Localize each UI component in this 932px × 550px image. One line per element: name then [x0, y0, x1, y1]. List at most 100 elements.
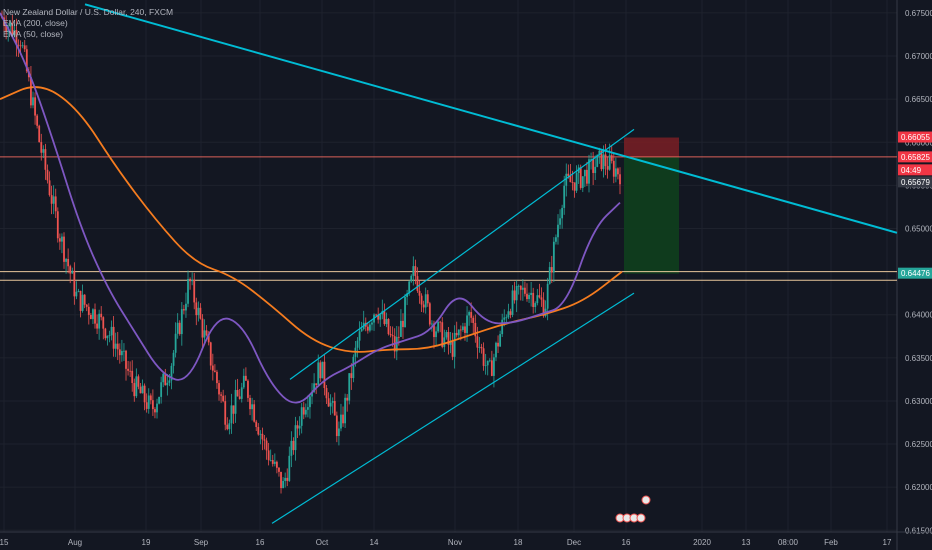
candle-body	[490, 360, 493, 376]
y-tick-label: 0.66500	[905, 95, 932, 104]
candle-body	[449, 341, 452, 345]
candle-body	[110, 326, 113, 336]
candle-body	[253, 404, 256, 422]
channel-lower-line	[271, 292, 635, 524]
candle-body	[149, 395, 152, 401]
candle-body	[118, 349, 121, 356]
candle-body	[141, 385, 144, 394]
candle-body	[497, 342, 499, 347]
candle-body	[505, 317, 508, 319]
candle-body	[187, 278, 189, 304]
candle-body	[156, 403, 158, 413]
candle-body	[389, 334, 392, 336]
candle-body	[81, 294, 84, 311]
candle-body	[292, 440, 295, 451]
candle-body	[538, 295, 541, 298]
candle-body	[573, 182, 576, 191]
candle-body	[418, 290, 421, 296]
candle-body	[408, 281, 411, 294]
candle-body	[346, 397, 349, 401]
candle-body	[478, 346, 481, 348]
candle-body	[38, 125, 41, 143]
candle-body	[462, 326, 464, 330]
candle-body	[445, 332, 448, 338]
channel-upper-line	[289, 128, 635, 380]
candle-body	[164, 373, 167, 386]
candle-body	[154, 409, 156, 413]
candle-body	[588, 159, 590, 184]
candle-body	[414, 266, 417, 277]
candle-body	[96, 323, 98, 329]
candle-body	[476, 336, 479, 348]
price-label-bg	[898, 151, 932, 163]
candle-body	[509, 311, 512, 315]
candle-body	[439, 321, 442, 323]
candle-body	[410, 275, 413, 282]
candle-body	[608, 155, 611, 170]
legend: New Zealand Dollar / U.S. Dollar, 240, F…	[3, 7, 173, 40]
candle-body	[499, 334, 502, 347]
price-label-text: 0.65679	[901, 178, 930, 187]
candle-body	[54, 196, 57, 212]
candle-body	[360, 329, 363, 332]
event-marker-icon	[636, 513, 646, 523]
candle-body	[273, 461, 276, 464]
x-tick-label: Nov	[448, 538, 462, 547]
candle-body	[317, 362, 320, 385]
candle-body	[259, 433, 262, 435]
candle-body	[563, 185, 566, 208]
candle-body	[610, 155, 613, 161]
candle-body	[32, 97, 34, 106]
candle-body	[557, 224, 559, 238]
candle-body	[511, 290, 514, 315]
price-label-3: 0.65679	[898, 176, 932, 188]
event-markers	[615, 495, 651, 523]
candle-body	[185, 303, 187, 311]
candle-body	[251, 404, 253, 410]
candle-body	[147, 395, 150, 409]
x-tick-label: 19	[142, 538, 151, 547]
legend-ema50[interactable]: EMA (50, close)	[3, 29, 63, 39]
candle-body	[515, 285, 518, 301]
candle-body	[313, 383, 316, 392]
candle-body	[191, 279, 194, 282]
candle-body	[222, 395, 225, 402]
y-tick-label: 0.63000	[905, 397, 932, 406]
candle-body	[598, 150, 601, 155]
candle-body	[482, 348, 485, 366]
legend-symbol[interactable]: New Zealand Dollar / U.S. Dollar, 240, F…	[3, 7, 174, 17]
candle-body	[102, 317, 105, 329]
candle-body	[77, 290, 80, 292]
price-label-4: 0.64476	[898, 267, 932, 279]
candle-body	[44, 149, 47, 170]
candle-body	[19, 45, 22, 47]
x-tick-label: 15	[0, 538, 9, 547]
candle-body	[85, 304, 88, 307]
candle-body	[575, 172, 578, 191]
candle-body	[579, 167, 582, 188]
y-tick-label: 0.65000	[905, 224, 932, 233]
candle-body	[174, 333, 177, 353]
candle-body	[40, 142, 43, 153]
candle-body	[319, 362, 322, 379]
candle-body	[325, 388, 328, 399]
candle-body	[34, 97, 36, 116]
candle-body	[470, 312, 473, 318]
candle-body	[238, 396, 241, 399]
downtrend-line	[84, 3, 898, 234]
candle-body	[230, 405, 233, 424]
candle-body	[369, 324, 371, 331]
candle-body	[271, 460, 274, 464]
candle-body	[441, 322, 444, 347]
candle-body	[123, 350, 125, 352]
candle-body	[513, 290, 516, 301]
candle-body	[298, 425, 301, 429]
candle-body	[422, 304, 425, 308]
candle-body	[433, 323, 435, 338]
legend-ema200[interactable]: EMA (200, close)	[3, 18, 68, 28]
candle-body	[480, 346, 483, 349]
candle-body	[58, 238, 61, 242]
candle-body	[524, 287, 526, 294]
